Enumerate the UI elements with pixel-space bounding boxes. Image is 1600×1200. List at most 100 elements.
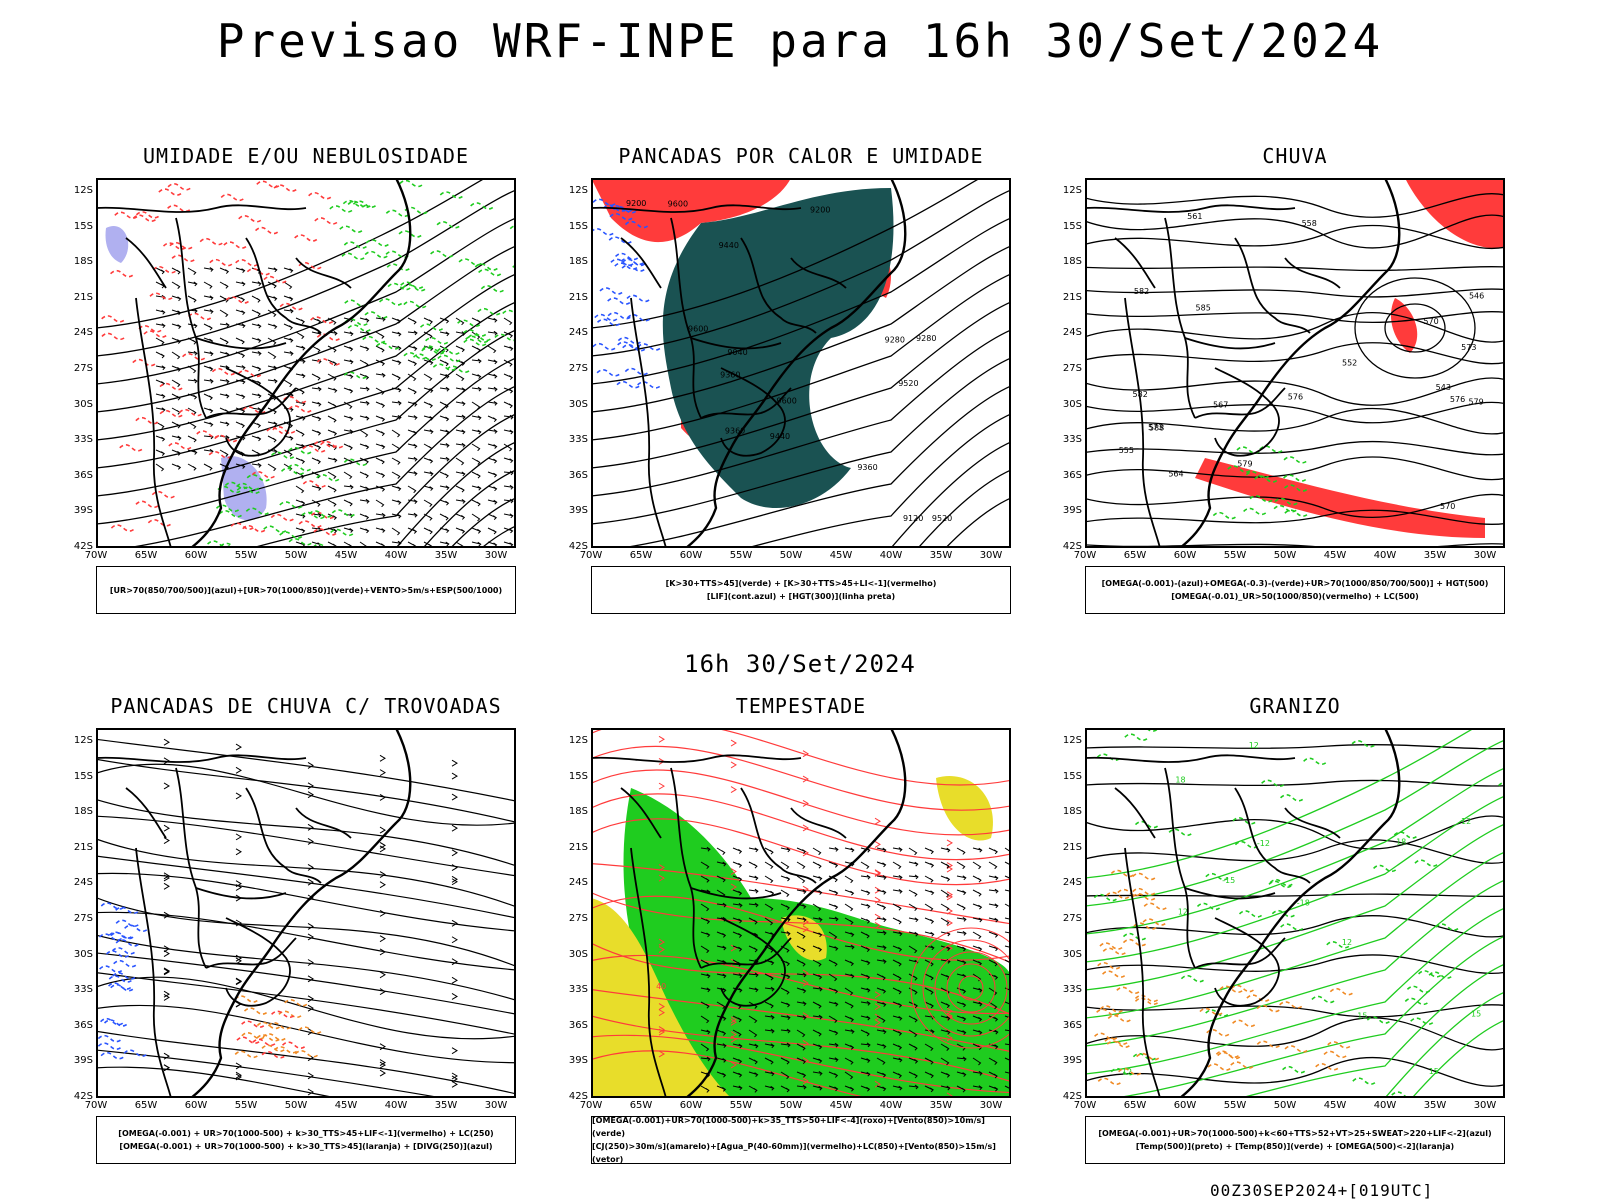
wind-vector — [732, 875, 743, 882]
wind-vector — [295, 471, 305, 479]
dashed-contour — [458, 258, 484, 266]
streamline-arrow — [658, 946, 665, 953]
wind-vector — [700, 846, 711, 852]
wind-vector — [171, 393, 181, 401]
contour-line — [480, 525, 516, 548]
wind-vector — [924, 931, 935, 937]
political-border — [295, 257, 352, 289]
lat-tick-label: 27S — [568, 363, 588, 374]
dashed-contour — [310, 316, 336, 324]
dashed-contour — [114, 211, 140, 220]
wind-vector — [391, 540, 402, 546]
political-border — [740, 237, 817, 334]
streamline-arrow — [235, 1071, 242, 1079]
streamline-arrow — [379, 871, 386, 878]
wind-vector — [892, 987, 902, 995]
lat-tick-label: 39S — [568, 505, 588, 517]
lat-tick-label: 33S — [1062, 984, 1082, 996]
political-border — [1234, 787, 1311, 884]
dashed-contour — [263, 525, 289, 534]
streamline-arrow — [730, 944, 737, 952]
dashed-contour — [1279, 1001, 1305, 1009]
wind-vector — [203, 295, 214, 301]
coastline — [190, 178, 412, 548]
dashed-contour — [138, 324, 164, 333]
wind-vector — [423, 457, 434, 464]
streamline-arrow — [451, 1080, 458, 1088]
wind-vector — [956, 903, 966, 911]
wind-vector — [780, 889, 790, 898]
wind-vector — [764, 1043, 775, 1049]
dashed-contour — [273, 184, 299, 192]
wind-vector — [187, 281, 198, 287]
lon-tick-label: 30W — [979, 1100, 1003, 1111]
wind-vector — [956, 916, 967, 922]
dashed-contour — [626, 313, 653, 322]
wind-vector — [780, 875, 791, 882]
dashed-contour — [1245, 471, 1271, 479]
wind-vector — [455, 457, 465, 466]
contour-line — [1085, 312, 1505, 343]
wind-vector — [155, 393, 166, 399]
wind-vector — [876, 1001, 887, 1007]
legend-line: [OMEGA(-0.001) + UR>70(1000-500) + k>30_… — [119, 1142, 493, 1151]
lat-tick-label: 24S — [568, 877, 588, 889]
dashed-contour — [609, 212, 635, 221]
wind-vector — [391, 457, 401, 465]
wind-vector — [487, 386, 498, 392]
wind-vector — [251, 407, 262, 413]
streamline — [591, 895, 1011, 961]
wind-vector — [219, 309, 229, 318]
dashed-contour — [1132, 893, 1158, 901]
political-border — [175, 767, 207, 969]
wind-vector — [780, 1057, 790, 1065]
political-border — [700, 387, 792, 419]
wind-vector — [155, 323, 166, 329]
dashed-contour — [238, 214, 264, 223]
dashed-contour — [316, 333, 342, 342]
wind-vector — [343, 499, 353, 507]
wind-vector — [780, 1085, 790, 1093]
dashed-contour — [234, 995, 260, 1003]
dashed-contour — [1273, 504, 1299, 513]
wind-vector — [860, 903, 871, 909]
streamline-arrow — [379, 881, 386, 889]
wind-vector — [796, 861, 806, 870]
wind-vector — [327, 513, 338, 521]
streamline-arrow — [874, 817, 881, 825]
wind-vector — [203, 365, 214, 372]
wind-vector — [700, 945, 710, 954]
political-border — [620, 237, 662, 289]
streamline — [96, 952, 516, 1015]
dashed-contour — [182, 352, 208, 361]
wind-vector — [956, 987, 967, 994]
streamline — [96, 896, 516, 968]
rain-area — [1405, 178, 1505, 249]
streamline — [96, 738, 516, 802]
political-border — [195, 337, 287, 350]
wind-vector — [407, 373, 417, 382]
wind-vector — [988, 847, 998, 855]
panel-title: TEMPESTADE — [735, 694, 867, 718]
wind-vector — [503, 359, 513, 367]
wind-vector — [155, 267, 165, 275]
streamline-arrow — [379, 1059, 386, 1067]
lat-tick-label: 36S — [73, 1019, 93, 1031]
dashed-contour — [1207, 1063, 1233, 1071]
dashed-contour — [626, 294, 652, 303]
political-border — [205, 937, 297, 969]
wind-vector — [876, 987, 887, 994]
dashed-contour — [1199, 1007, 1225, 1016]
dashed-contour — [1232, 1019, 1258, 1028]
contour-label: 9280 — [916, 334, 936, 343]
wind-vector — [988, 945, 999, 952]
wind-vector — [455, 401, 466, 407]
dashed-contour — [1283, 456, 1309, 464]
wind-vector — [764, 861, 774, 870]
wind-vector — [956, 847, 966, 855]
dashed-contour — [188, 312, 214, 321]
dashed-contour — [281, 1041, 308, 1049]
contour-line — [96, 357, 516, 525]
wind-vector — [423, 401, 433, 409]
dashed-contour — [478, 268, 504, 277]
